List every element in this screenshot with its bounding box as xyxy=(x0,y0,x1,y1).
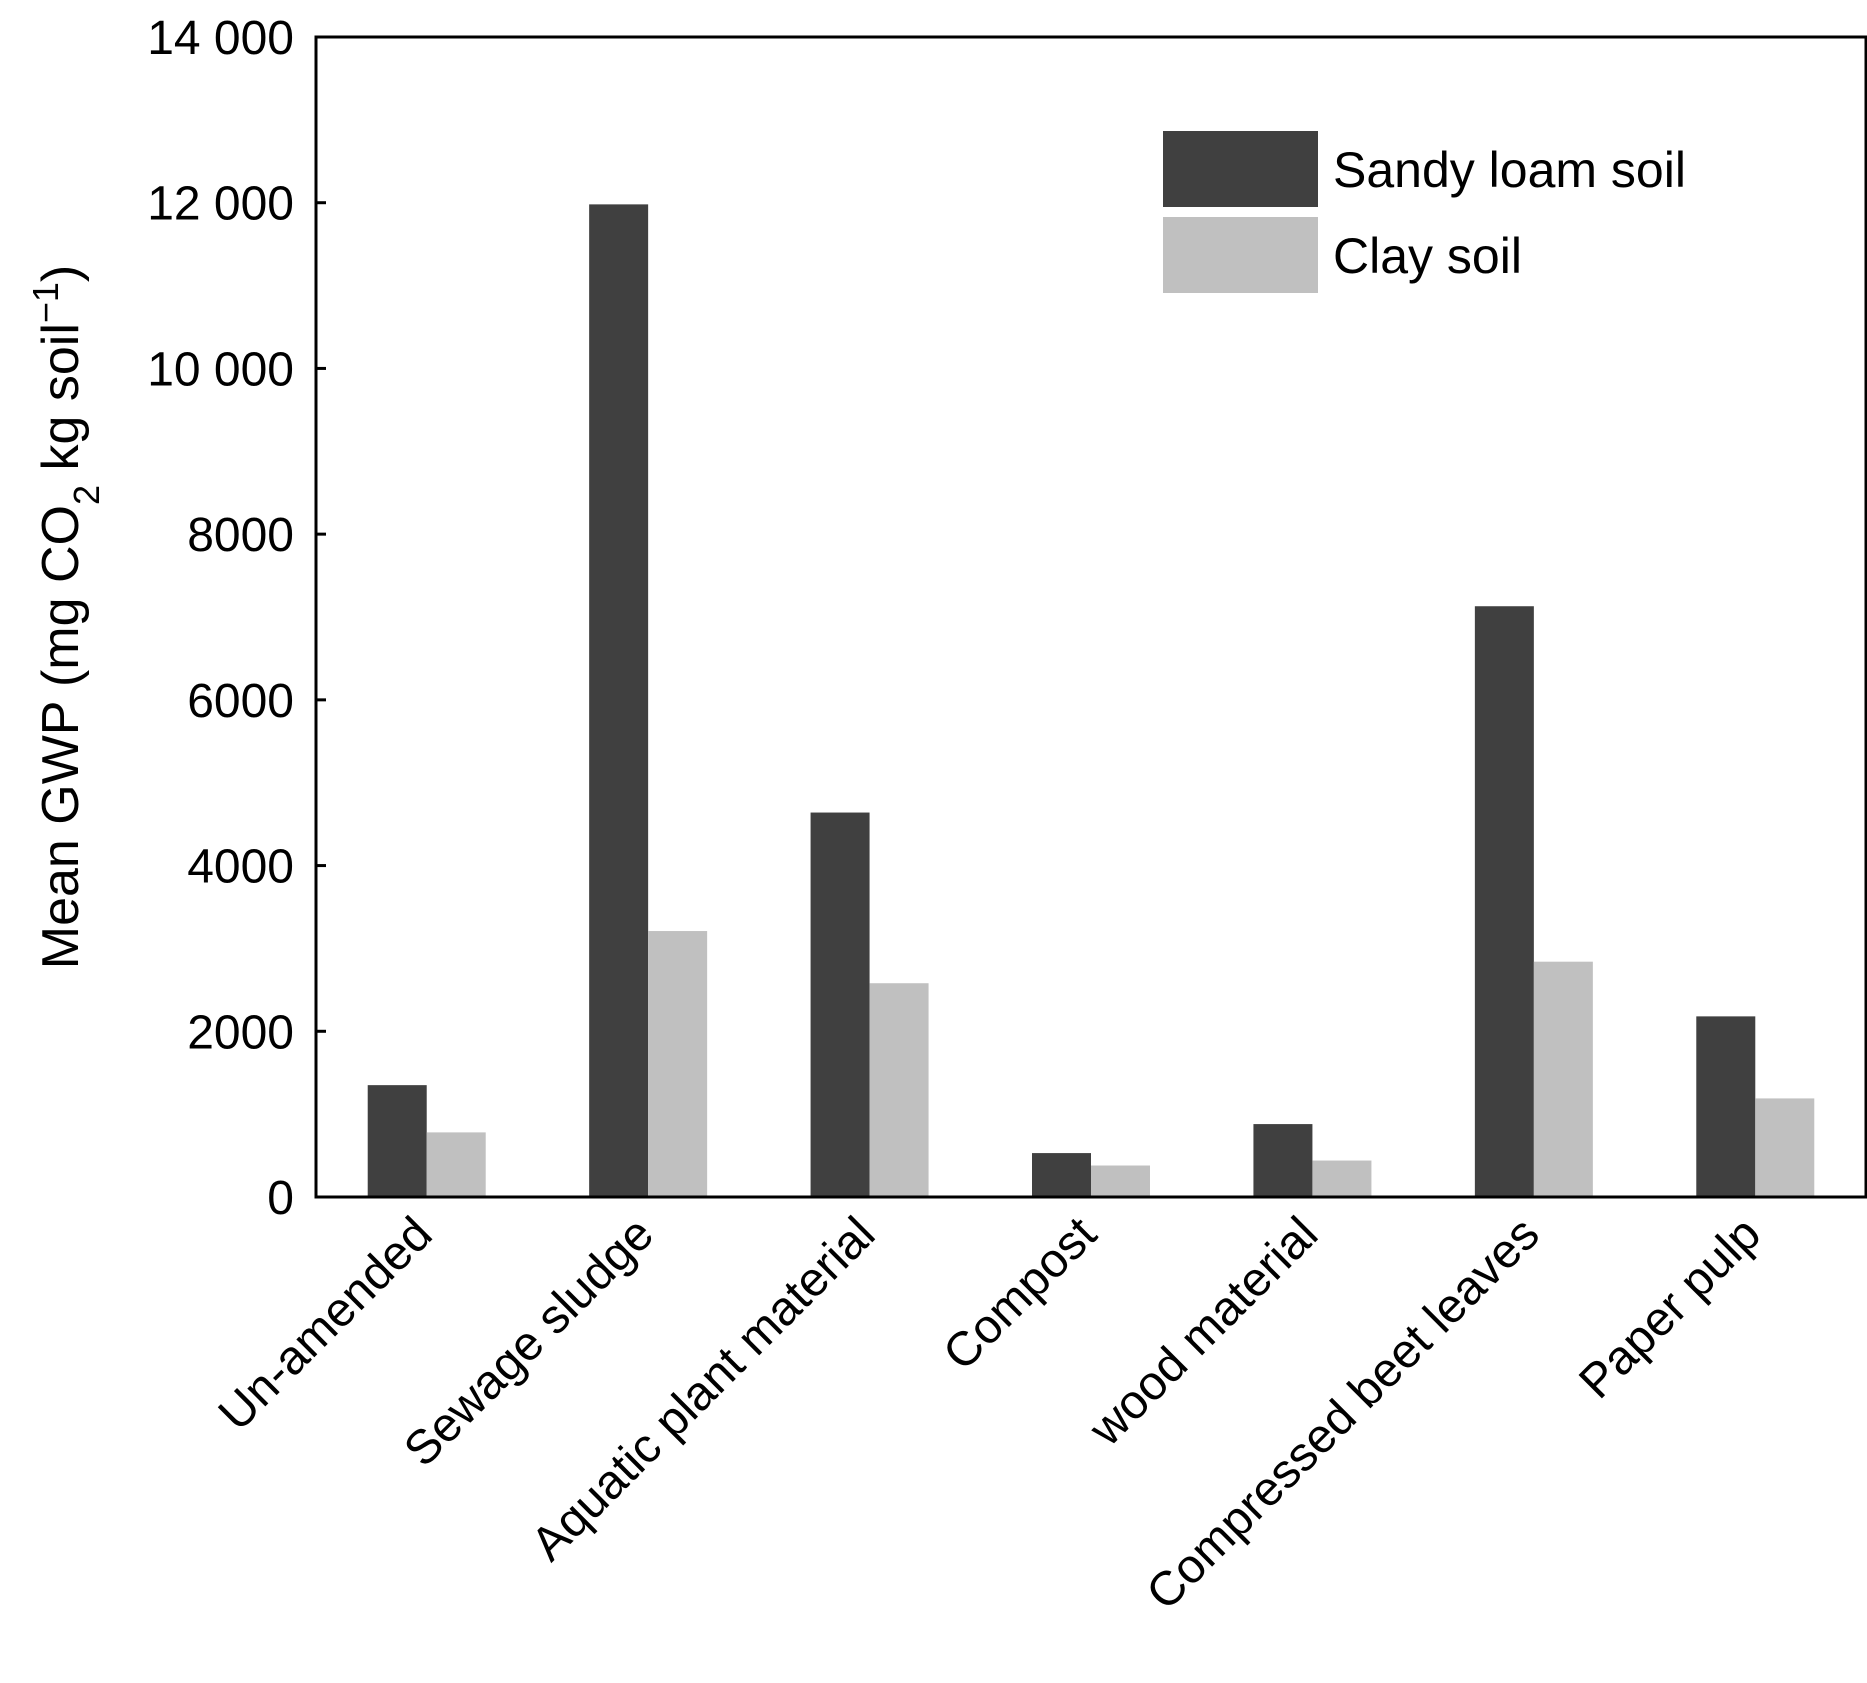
x-category-label: Compost xyxy=(933,1207,1106,1380)
bar-clay-5 xyxy=(1533,961,1593,1197)
y-axis-title-main: Mean GWP (mg CO xyxy=(32,505,90,969)
y-tick-label: 4000 xyxy=(187,841,294,894)
bar-clay-3 xyxy=(1091,1165,1150,1197)
y-axis-title-subscript: 2 xyxy=(66,485,107,505)
legend-swatch xyxy=(1163,131,1318,207)
y-tick-label: 0 xyxy=(267,1172,294,1225)
x-category-label: Compressed beet leaves xyxy=(1137,1207,1550,1620)
bar-sandy-loam-4 xyxy=(1253,1124,1313,1197)
legend-label: Sandy loam soil xyxy=(1333,142,1686,198)
y-axis-title-mid: kg soil xyxy=(32,323,90,485)
bar-sandy-loam-5 xyxy=(1474,606,1534,1197)
bar-sandy-loam-3 xyxy=(1032,1153,1091,1197)
plot-frame xyxy=(314,35,1867,1199)
bar-clay-0 xyxy=(426,1132,486,1197)
x-category-label: Un-amended xyxy=(209,1207,443,1441)
x-category-label: wood material xyxy=(1079,1207,1328,1456)
bar-sandy-loam-0 xyxy=(367,1085,427,1197)
legend-label: Clay soil xyxy=(1333,228,1522,284)
y-axis-title-superscript: −1 xyxy=(25,282,66,323)
bar-clay-1 xyxy=(648,931,708,1197)
legend: Sandy loam soil Clay soil xyxy=(1163,131,1686,293)
bars-layer xyxy=(367,204,1815,1197)
legend-swatch xyxy=(1163,217,1318,293)
bar-clay-2 xyxy=(869,983,929,1197)
y-axis-title-end: ) xyxy=(32,265,90,282)
y-axis-title: Mean GWP (mg CO2 kg soil−1) xyxy=(25,265,107,970)
y-tick-label: 10 000 xyxy=(147,343,294,396)
x-category-label: Paper pulp xyxy=(1569,1207,1771,1409)
y-tick-label: 2000 xyxy=(187,1006,294,1059)
y-tick-label: 12 000 xyxy=(147,178,294,231)
bar-sandy-loam-6 xyxy=(1696,1016,1756,1197)
y-axis: 0 2000 4000 6000 8000 10 000 12 000 14 000 xyxy=(147,12,326,1225)
bar-sandy-loam-1 xyxy=(589,204,649,1197)
y-tick-label: 6000 xyxy=(187,675,294,728)
bar-sandy-loam-2 xyxy=(810,812,870,1197)
y-tick-label: 8000 xyxy=(187,509,294,562)
bar-clay-4 xyxy=(1312,1160,1372,1197)
y-tick-label: 14 000 xyxy=(147,12,294,65)
bar-clay-6 xyxy=(1755,1098,1815,1197)
